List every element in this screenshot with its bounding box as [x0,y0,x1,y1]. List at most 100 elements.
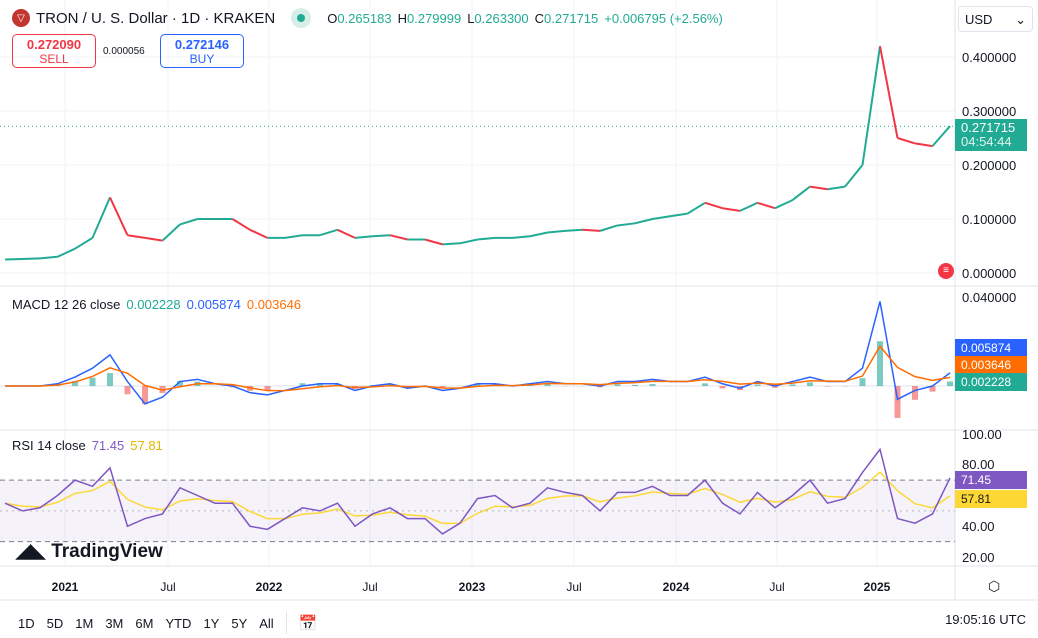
price-segment [354,235,373,239]
macd-histogram-bar [877,341,883,386]
symbol-title[interactable]: TRON / U. S. Dollar · 1D · KRAKEN [36,9,276,27]
rsi-ma-line [4,471,951,525]
price-segment [249,228,268,239]
price-segment [477,236,496,241]
price-segment [179,218,198,226]
macd-histogram-bar [89,377,96,386]
price-segment [599,224,618,232]
range-ytd[interactable]: YTD [165,615,192,631]
rsi-axis-label: 40.00 [962,519,995,534]
range-all[interactable]: All [259,615,274,631]
price-segment [372,234,391,238]
price-segment [791,185,811,201]
spread-value: 0.000056 [103,46,145,57]
go-to-date-icon[interactable]: 📅 [298,615,318,632]
price-segment [389,234,408,241]
macd-histogram-bar [754,384,761,386]
time-axis-label: 2024 [662,580,690,594]
price-segment [442,242,461,246]
time-axis-label: Jul [769,580,785,594]
range-1d[interactable]: 1D [18,615,35,631]
time-axis-label: 2025 [863,580,891,594]
time-axis-label: 2021 [51,580,79,594]
price-segment [617,222,636,227]
price-segment [757,201,776,210]
tradingview-logo[interactable]: ◢◣ TradingView [16,540,163,563]
histogram-tag: 0.002228 [955,373,1027,391]
price-segment [144,236,163,242]
rsi-axis-label: 80.00 [962,457,995,472]
range-3m[interactable]: 3M [105,615,124,631]
us-flag-icon[interactable]: ≡ [938,263,954,279]
macd-legend[interactable]: MACD 12 26 close 0.002228 0.005874 0.003646 [12,297,302,312]
macd-histogram-bar [789,384,796,386]
macd-histogram-bar [439,386,446,389]
time-axis-label: 2022 [255,580,283,594]
range-1y[interactable]: 1Y [203,615,220,631]
price-segment [4,257,23,261]
range-5d[interactable]: 5D [46,615,64,631]
ohlc-values: O0.265183 H0.279999 L0.263300 C0.271715 … [327,10,723,26]
chevron-down-icon: ⌄ [1015,12,1026,27]
time-axis-label: Jul [566,580,582,594]
tradingview-logo-icon: ◢◣ [16,541,46,562]
price-segment [704,201,723,210]
last-price-tag: 0.271715 04:54:44 [955,119,1027,151]
chart-header: ▽ TRON / U. S. Dollar · 1D · KRAKEN O0.2… [12,8,723,28]
macd-histogram-bar [474,383,481,386]
macd-histogram-bar [72,381,78,386]
price-segment [529,231,548,238]
macd-histogram-bar [299,383,306,386]
price-segment [424,238,443,246]
price-segment [931,125,951,147]
macd-histogram-bar [177,380,183,386]
price-segment [231,218,251,231]
price-segment [284,234,303,239]
price-segment [337,228,356,239]
price-segment [57,247,76,258]
price-segment [459,238,478,245]
price-segment [879,46,899,139]
currency-select[interactable]: USD ⌄ [958,6,1033,32]
price-segment [809,185,828,191]
macd-histogram-bar [107,373,113,386]
price-segment [39,255,58,260]
macd-histogram-bar [632,384,638,386]
macd-histogram-bar [142,386,148,405]
macd-line [5,301,951,405]
price-segment [774,199,793,210]
macd-histogram-bar [124,386,131,395]
macd-axis-label: 0.040000 [962,290,1017,305]
market-open-status-icon [291,8,312,28]
range-6m[interactable]: 6M [135,615,154,631]
price-segment [827,185,846,191]
price-segment [686,201,706,215]
price-segment [914,142,933,148]
rsi-ma-tag: 57.81 [955,490,1027,508]
price-segment [22,257,41,260]
price-segment [319,228,338,237]
price-axis-label: 0.300000 [962,104,1017,119]
price-segment [127,234,146,239]
rsi-legend[interactable]: RSI 14 close 71.45 57.81 [12,438,163,453]
price-segment [512,235,531,239]
macd-histogram-bar [264,386,271,391]
sell-button[interactable]: 0.272090 SELL [12,34,96,68]
rsi-tag: 71.45 [955,471,1027,489]
macd-histogram-bar [772,386,778,388]
price-segment [844,164,864,188]
range-1m[interactable]: 1M [75,615,94,631]
price-segment [722,207,741,212]
price-segment [861,46,881,166]
buy-button[interactable]: 0.272146 BUY [160,34,244,68]
macd-histogram-bar [912,386,918,400]
price-segment [161,223,181,242]
range-5y[interactable]: 5Y [231,615,248,631]
price-segment [634,218,653,225]
macd-histogram-bar [614,384,621,386]
settings-icon[interactable]: ⬡ [988,578,1001,594]
price-segment [91,197,111,239]
macd-histogram-bar [544,384,551,386]
signal-line [5,344,951,392]
